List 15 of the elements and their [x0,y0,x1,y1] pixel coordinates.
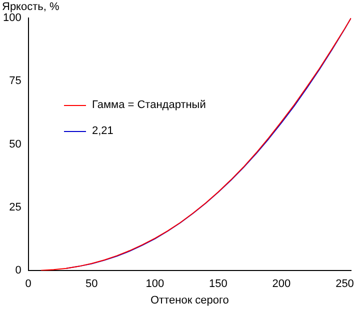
x-tick-label: 0 [25,278,32,290]
y-axis-title: Яркость, % [2,1,60,13]
y-tick-label: 50 [9,138,22,150]
x-tick-label: 200 [272,278,291,290]
y-tick-label: 100 [2,12,22,24]
x-tick-label: 250 [336,278,354,290]
x-tick-label: 100 [146,278,164,290]
x-tick-label: 150 [209,278,228,290]
y-tick-label: 0 [15,264,22,277]
x-tick-label: 50 [86,278,98,290]
x-axis-title: Оттенок серого [150,294,229,306]
y-tick-label: 75 [9,75,22,88]
legend-label: 2,21 [92,125,114,137]
y-tick-label: 25 [9,201,22,214]
legend-label: Гамма = Стандартный [92,99,206,111]
